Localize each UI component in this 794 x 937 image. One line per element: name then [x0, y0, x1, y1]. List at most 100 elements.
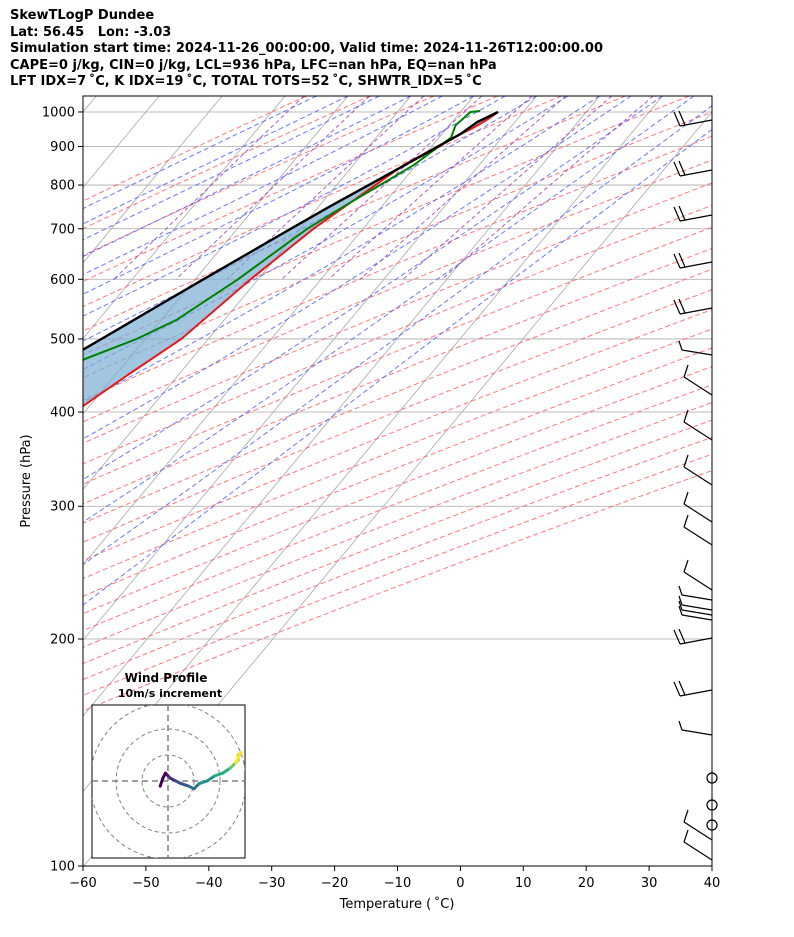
- barb-feather: [673, 111, 681, 127]
- wind-barb: [683, 809, 713, 841]
- barb-feather: [673, 681, 681, 697]
- dry-adiabat: [83, 453, 712, 696]
- cape-line: CAPE=0 j/kg, CIN=0 j/kg, LCL=936 hPa, LF…: [10, 57, 497, 73]
- x-tick-label: −60: [69, 876, 96, 891]
- barb-feather: [673, 629, 681, 645]
- moist-adiabat: [83, 96, 600, 403]
- barb-staff: [679, 169, 713, 177]
- barb-staff: [679, 307, 713, 315]
- hodograph-subtitle: 10m/s increment: [118, 687, 222, 700]
- dry-adiabat: [83, 96, 371, 230]
- y-tick-label: 800: [50, 179, 75, 194]
- mixing-ratio-line: [175, 96, 370, 280]
- dewpoint-line: [83, 110, 481, 361]
- dry-adiabat: [83, 289, 712, 543]
- y-tick-label: 1000: [42, 105, 75, 120]
- dry-adiabat: [83, 96, 498, 283]
- barb-feather: [683, 454, 689, 468]
- barb-feather: [678, 585, 683, 596]
- moist-adiabat: [83, 96, 506, 317]
- mixing-ratio-line: [281, 96, 483, 280]
- x-tick-label: 40: [704, 876, 721, 891]
- wind-barb: [673, 160, 713, 177]
- index-line: LFT IDX=7 ˚C, K IDX=19 ˚C, TOTAL TOTS=52…: [10, 74, 482, 89]
- wind-barb: [673, 110, 713, 127]
- x-tick-label: 30: [641, 876, 658, 891]
- y-axis-ticks: 1000 900 800 700 600 500 400 300 200 100: [42, 105, 83, 875]
- x-tick-label: −10: [384, 876, 411, 891]
- barb-feather: [678, 720, 683, 731]
- barb-staff: [683, 841, 713, 861]
- parcel-line: [83, 110, 499, 352]
- mixing-ratio-line: [402, 96, 613, 280]
- barb-staff: [681, 604, 713, 611]
- hodograph-segment: [234, 756, 240, 765]
- barb-feather: [683, 559, 689, 573]
- barb-staff: [683, 503, 713, 523]
- time-line: Simulation start time: 2024-11-26_00:00:…: [10, 41, 603, 56]
- hodograph-inset: Wind Profile 10m/s increment: [91, 671, 246, 859]
- moist-adiabat: [83, 96, 663, 480]
- barb-feather: [678, 110, 686, 126]
- y-tick-label: 500: [50, 332, 75, 347]
- y-axis-label: Pressure (hPa): [19, 434, 34, 527]
- wind-barb: [678, 595, 713, 611]
- y-tick-label: 600: [50, 273, 75, 288]
- barb-staff: [679, 689, 713, 697]
- moist-adiabat: [83, 96, 380, 241]
- moist-adiabat: [83, 96, 349, 225]
- hodograph-segment: [221, 766, 232, 775]
- mixing-ratio-line: [328, 96, 533, 280]
- wind-barb: [678, 340, 713, 356]
- isotherm--60: [83, 96, 97, 113]
- wind-barb: [678, 605, 713, 621]
- dry-adiabat: [83, 135, 712, 401]
- moist-adiabat: [83, 96, 474, 295]
- isotherm-0: [83, 96, 475, 566]
- wind-barb: [683, 454, 713, 486]
- barb-feather: [678, 628, 686, 644]
- mixing-ratio-line: [359, 96, 566, 280]
- wind-barb: [683, 559, 713, 591]
- barb-feather: [683, 829, 689, 843]
- wind-barb: [683, 514, 713, 546]
- y-tick-label: 200: [50, 633, 75, 648]
- plot-area: [83, 96, 712, 866]
- wind-barb: [678, 585, 713, 601]
- x-tick-label: −50: [132, 876, 159, 891]
- barb-staff: [679, 119, 713, 127]
- barb-feather: [683, 409, 689, 423]
- dry-adiabat: [83, 96, 626, 332]
- y-tick-label: 700: [50, 222, 75, 237]
- wind-barb: [678, 720, 713, 736]
- dry-adiabat: [83, 347, 712, 597]
- barb-feather: [673, 206, 681, 222]
- dry-adiabat: [83, 111, 712, 379]
- isotherm-10: [83, 96, 537, 642]
- hodograph-title: Wind Profile: [125, 671, 208, 685]
- mixing-ratio-line: [441, 96, 654, 280]
- barb-staff: [681, 729, 713, 736]
- x-axis-ticks: −60 −50 −40 −30 −20 −10 0 10 20 30 40: [69, 866, 720, 891]
- moist-adiabat: [83, 96, 537, 342]
- wind-barbs: [673, 110, 718, 861]
- barb-feather: [673, 161, 681, 177]
- wind-barb: [683, 364, 713, 396]
- dry-adiabat: [83, 384, 712, 632]
- wind-barb: [673, 628, 713, 645]
- wind-barb: [683, 409, 713, 441]
- barb-feather: [678, 600, 683, 611]
- isotherm--30: [83, 96, 286, 340]
- chart-title: SkewTLogP Dundee: [10, 8, 155, 23]
- wind-barb: [673, 205, 713, 222]
- cape-shading: [83, 112, 499, 407]
- moist-adiabat: [83, 128, 712, 606]
- barb-staff: [683, 466, 713, 486]
- hodograph-grid: [92, 705, 245, 858]
- moist-adiabat: [83, 96, 695, 523]
- wind-barb: [683, 829, 713, 861]
- barb-staff: [683, 376, 713, 396]
- x-tick-label: 20: [578, 876, 595, 891]
- isotherm--40: [83, 96, 223, 264]
- chart-header: SkewTLogP Dundee Lat: 56.45 Lon: -3.03 S…: [10, 8, 603, 91]
